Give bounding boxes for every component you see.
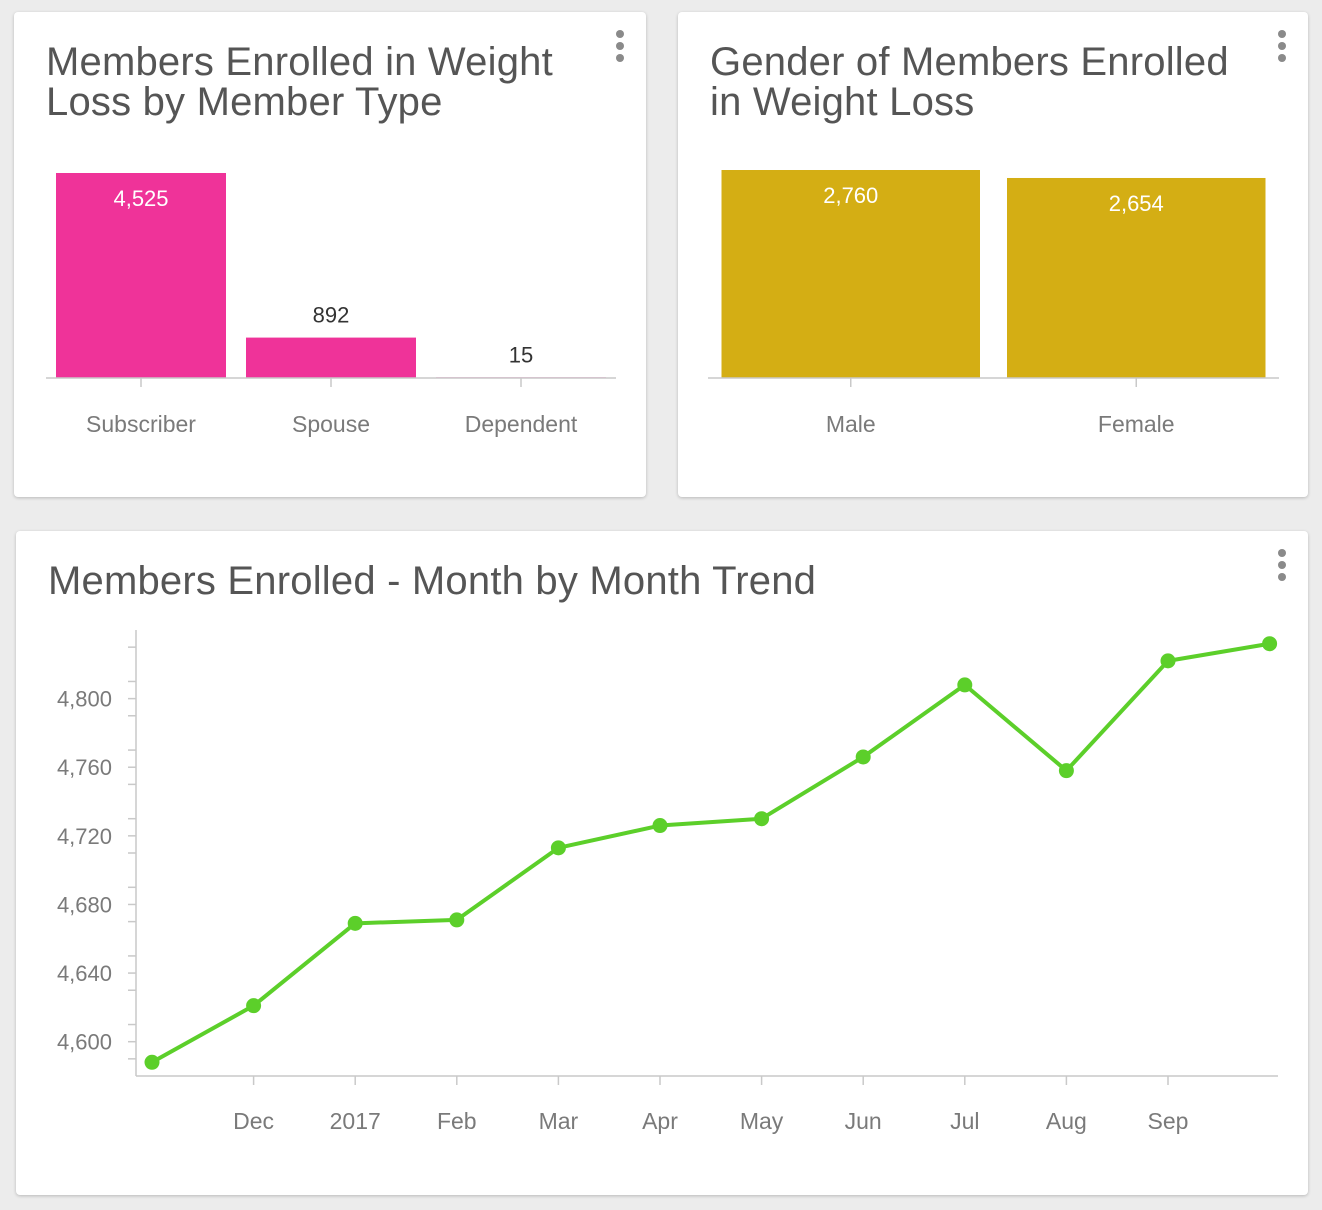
member-type-bar-chart: 4,525 Subscriber 892 Spouse 15 Dependent <box>46 173 616 437</box>
y-tick-label: 4,800 <box>57 687 112 712</box>
data-label: 892 <box>313 303 350 328</box>
card-title: Members Enrolled in Weight Loss by Membe… <box>46 40 553 124</box>
trend-line-chart: 4,600 4,640 4,680 4,720 4,760 4,800 Dec 2017 Feb… <box>57 630 1278 1134</box>
card-title: Members Enrolled - Month by Month Trend <box>48 559 817 603</box>
data-label: 2,760 <box>823 183 878 208</box>
bar <box>1007 177 1266 378</box>
y-tick-label: 4,600 <box>57 1030 112 1055</box>
x-tick-label: Dec <box>233 1108 274 1134</box>
data-point <box>1058 763 1074 779</box>
x-tick-label: May <box>740 1108 784 1134</box>
data-point <box>855 749 871 765</box>
x-tick-label: Feb <box>437 1108 477 1134</box>
x-tick-label: Mar <box>539 1108 579 1134</box>
data-point <box>550 840 566 856</box>
member-type-card: Members Enrolled in Weight Loss by Membe… <box>14 12 646 497</box>
card-title: Gender of Members Enrolled in Weight Los… <box>710 40 1229 124</box>
data-label: 2,654 <box>1109 191 1164 216</box>
data-label: 15 <box>509 342 533 367</box>
x-tick-label: Sep <box>1148 1108 1189 1134</box>
gender-bar-chart: 2,760 Male 2,654 Female <box>708 170 1279 437</box>
more-vertical-icon[interactable] <box>1274 30 1290 66</box>
data-point <box>144 1054 160 1070</box>
data-point <box>449 912 465 928</box>
y-tick-label: 4,640 <box>57 961 112 986</box>
trend-card: Members Enrolled - Month by Month Trend … <box>16 531 1308 1195</box>
data-point <box>652 818 668 834</box>
data-point <box>957 677 973 693</box>
x-tick-label: Jul <box>950 1108 979 1134</box>
data-label: 4,525 <box>113 186 168 211</box>
data-point <box>1262 636 1278 652</box>
x-tick-label: Subscriber <box>86 411 196 437</box>
data-point <box>754 811 770 827</box>
x-tick-label: Dependent <box>465 411 578 437</box>
y-tick-label: 4,720 <box>57 824 112 849</box>
bar <box>56 173 226 378</box>
x-tick-label: Male <box>826 411 876 437</box>
bar <box>721 170 980 378</box>
x-tick-label: Apr <box>642 1108 678 1134</box>
y-tick-label: 4,680 <box>57 892 112 917</box>
more-vertical-icon[interactable] <box>1274 549 1290 585</box>
more-vertical-icon[interactable] <box>612 30 628 66</box>
data-point <box>246 998 262 1014</box>
gender-card: Gender of Members Enrolled in Weight Los… <box>678 12 1308 497</box>
x-tick-label: Female <box>1098 411 1175 437</box>
data-point <box>347 915 363 931</box>
x-tick-label: 2017 <box>330 1108 381 1134</box>
series-line <box>151 641 1270 1065</box>
x-tick-label: Aug <box>1046 1108 1087 1134</box>
bar <box>246 337 416 378</box>
y-tick-label: 4,760 <box>57 755 112 780</box>
x-tick-label: Spouse <box>292 411 370 437</box>
data-point <box>1160 653 1176 669</box>
x-tick-label: Jun <box>845 1108 882 1134</box>
